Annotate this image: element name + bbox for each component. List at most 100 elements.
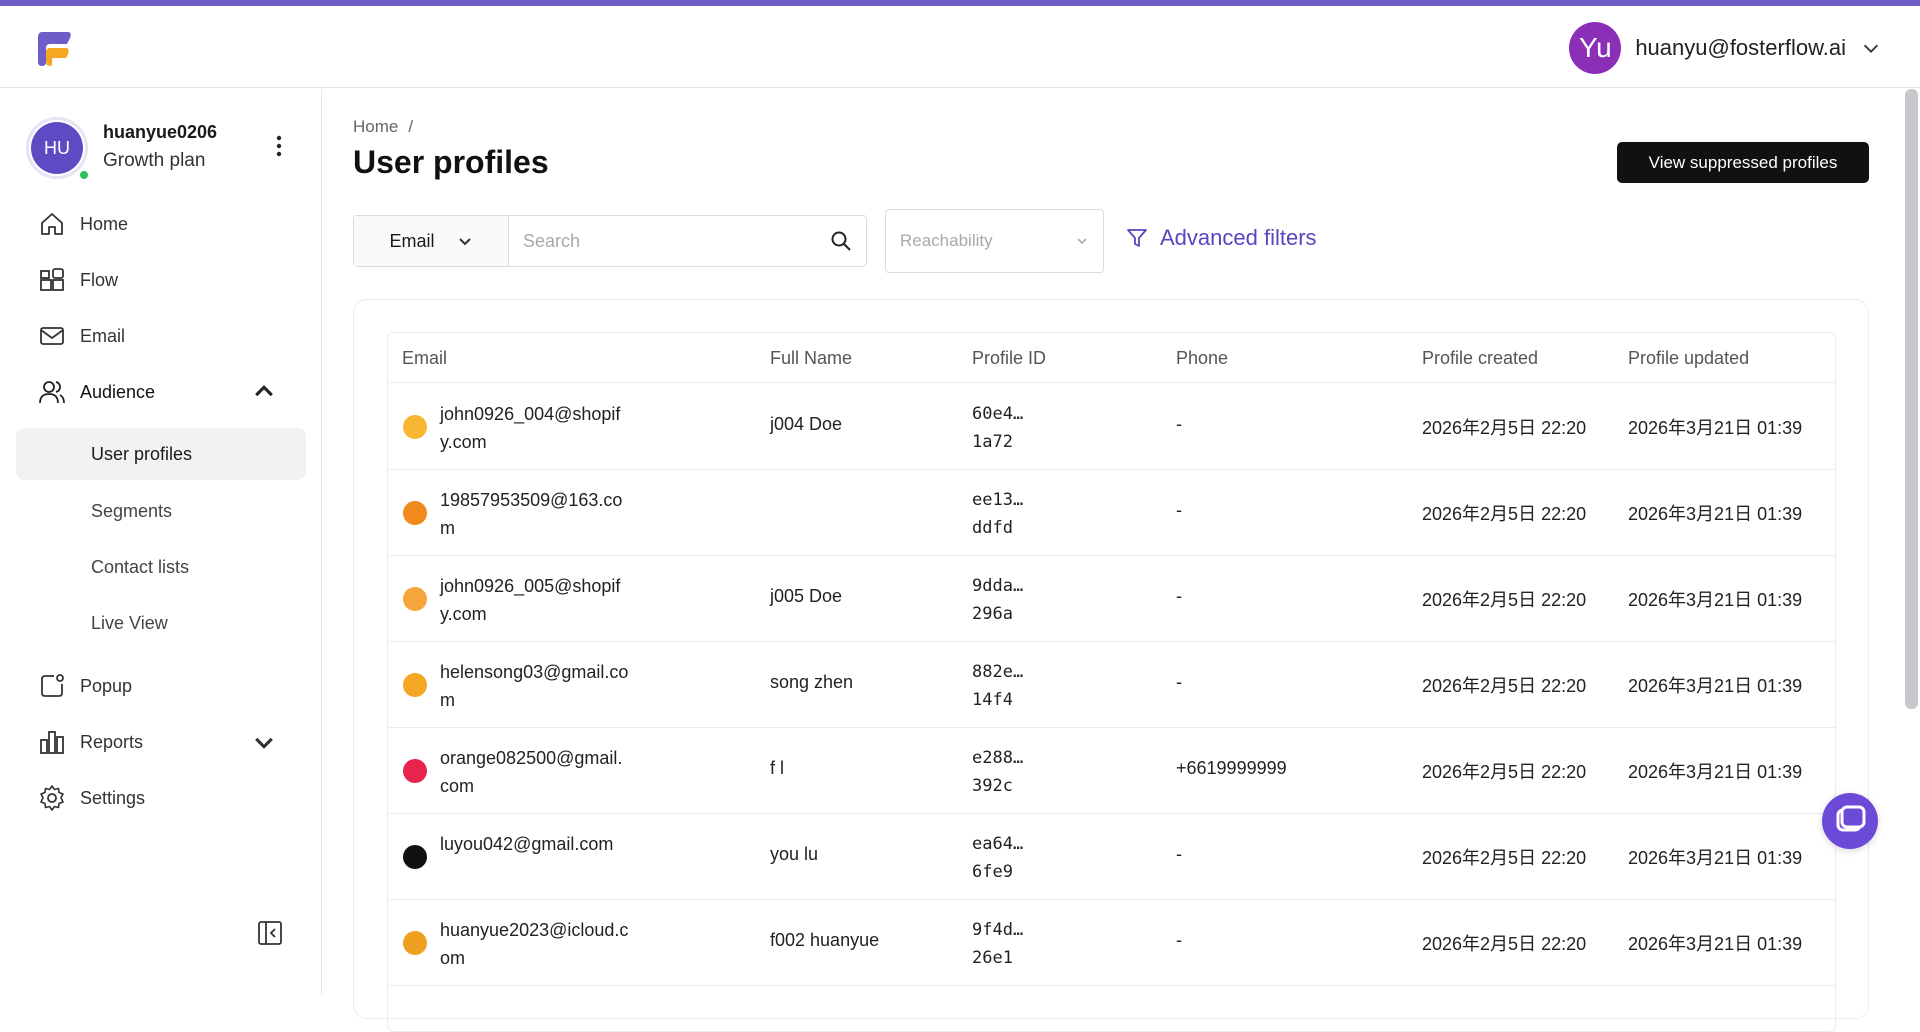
column-header-phone[interactable]: Phone [1176,348,1229,368]
profile-id-prefix: ea64… [972,834,1024,854]
email-cell: helensong03@gmail.com [440,662,629,710]
profile-created-cell: 2026年2月5日 22:20 [1422,504,1587,524]
profile-created-cell: 2026年2月5日 22:20 [1422,590,1587,610]
breadcrumb-home[interactable]: Home [353,117,399,136]
profile-id-prefix: 9f4d… [972,920,1024,940]
sidebar-item-email[interactable]: Email [38,316,298,356]
reachability-select[interactable]: Reachability [885,209,1104,273]
sidebar-subitem-segments[interactable]: Segments [16,485,306,537]
breadcrumb: Home / [353,117,413,137]
view-suppressed-profiles-button[interactable]: View suppressed profiles [1617,142,1869,183]
table-row[interactable]: john0926_004@shopify.com j004 Doe 60e4… 1a7… [388,384,1835,470]
sidebar-item-label: Email [80,325,126,346]
profile-id-prefix: ee13… [972,490,1024,510]
profile-avatar-icon [403,845,427,869]
sidebar-item-label: Popup [80,675,133,696]
top-bar: Yu huanyu@fosterflow.ai [0,6,1920,88]
phone-cell: - [1176,414,1182,434]
table-row[interactable]: helensong03@gmail.com song zhen 882e… 14f4 -… [388,642,1835,728]
reachability-placeholder: Reachability [900,231,993,250]
phone-cell: - [1176,500,1182,520]
phone-cell: - [1176,930,1182,950]
settings-icon [40,785,64,811]
table-header: Email Full Name Profile ID Phone Profile… [388,333,1835,383]
column-header-profile-updated[interactable]: Profile updated [1628,348,1750,368]
sidebar-item-label: Audience [80,381,156,402]
profile-updated-cell: 2026年3月21日 01:39 [1628,848,1803,868]
phone-cell: +6619999999 [1176,758,1287,778]
main-content: Home / User profiles View suppressed pro… [323,89,1920,1032]
flow-icon [40,268,64,291]
full-name-cell: j004 Doe [770,414,843,434]
sidebar-item-audience[interactable]: Audience [38,372,298,412]
sidebar-item-label: Home [80,213,129,234]
profile-id-prefix: 882e… [972,662,1024,682]
top-accent-strip [0,0,1920,6]
chat-support-button[interactable] [1822,793,1878,849]
profile-avatar-icon [403,673,427,697]
phone-cell: - [1176,586,1182,606]
table-row[interactable]: huanyue2023@icloud.com f002 huanyue 9f4d… 2… [388,900,1835,986]
profile-avatar-icon [403,501,427,525]
online-status-dot [78,169,90,181]
sidebar-item-label: Reports [80,731,144,752]
table-row[interactable]: orange082500@gmail.com f l e288… 392c +66199… [388,728,1835,814]
search-button[interactable] [816,216,866,266]
account-avatar: HU [31,122,83,174]
column-header-email[interactable]: Email [402,348,448,368]
account-avatar-ring: HU [26,117,88,179]
advanced-filters-label: Advanced filters [1160,225,1317,250]
phone-cell: - [1176,844,1182,864]
email-cell: luyou042@gmail.com [440,834,614,854]
column-header-profile-id[interactable]: Profile ID [972,348,1047,368]
email-cell: huanyue2023@icloud.com [440,920,629,968]
sidebar-subitem-contact-lists[interactable]: Contact lists [16,541,306,593]
advanced-filters-button[interactable]: Advanced filters [1126,225,1317,251]
sidebar-item-settings[interactable]: Settings [38,778,298,818]
sidebar-subitem-user-profiles[interactable]: User profiles [16,428,306,480]
search-filter-group: Email [353,215,867,267]
sidebar-item-flow[interactable]: Flow [38,260,298,300]
search-input[interactable] [509,216,816,266]
chevron-up-icon [255,385,273,397]
full-name-cell: j005 Doe [770,586,843,606]
search-icon [831,231,851,251]
search-field-value: Email [389,230,435,251]
page-scrollbar[interactable] [1905,89,1918,709]
profile-created-cell: 2026年2月5日 22:20 [1422,418,1587,438]
sidebar-item-popup[interactable]: Popup [38,666,298,706]
full-name-cell: f002 huanyue [770,930,880,950]
column-header-full-name[interactable]: Full Name [770,348,853,368]
search-field-select[interactable]: Email [354,216,509,266]
profiles-table: Email Full Name Profile ID Phone Profile… [387,332,1836,1032]
profile-updated-cell: 2026年3月21日 01:39 [1628,590,1803,610]
column-header-profile-created[interactable]: Profile created [1422,348,1539,368]
profile-id-suffix: 14f4 [972,690,1013,710]
user-avatar: Yu [1569,22,1622,74]
profile-id-suffix: 296a [972,604,1013,624]
full-name-cell: you lu [770,844,819,864]
collapse-sidebar-icon[interactable] [257,920,283,946]
profile-created-cell: 2026年2月5日 22:20 [1422,934,1587,954]
account-plan: Growth plan [103,150,206,171]
profile-id-suffix: 392c [972,776,1013,796]
more-vertical-icon[interactable] [269,131,289,161]
sidebar-subitem-live-view[interactable]: Live View [16,597,306,649]
sidebar-item-home[interactable]: Home [38,204,298,244]
profile-updated-cell: 2026年3月21日 01:39 [1628,934,1803,954]
breadcrumb-separator: / [408,117,414,136]
email-cell: john0926_005@shopify.com [440,576,621,624]
profile-id-cell: 60e4… 1a72 [972,400,1023,456]
profile-id-cell: e288… 392c [972,744,1023,800]
user-menu[interactable]: Yu huanyu@fosterflow.ai [1569,22,1882,74]
table-row[interactable]: luyou042@gmail.com you lu ea64… 6fe9 - 2026年2… [388,814,1835,900]
sidebar-subitem-label: User profiles [91,443,193,464]
profile-id-cell: 882e… 14f4 [972,658,1023,714]
profile-id-prefix: 9dda… [972,576,1024,596]
table-row[interactable]: john0926_005@shopify.com j005 Doe 9dda… 296… [388,556,1835,642]
sidebar-item-reports[interactable]: Reports [38,722,298,762]
table-row[interactable]: 19857953509@163.com ee13… ddfd - 2026年2月5日 2… [388,470,1835,556]
profile-id-suffix: ddfd [972,518,1013,538]
fosterflow-logo[interactable] [34,28,74,68]
chevron-down-icon [1077,238,1087,245]
